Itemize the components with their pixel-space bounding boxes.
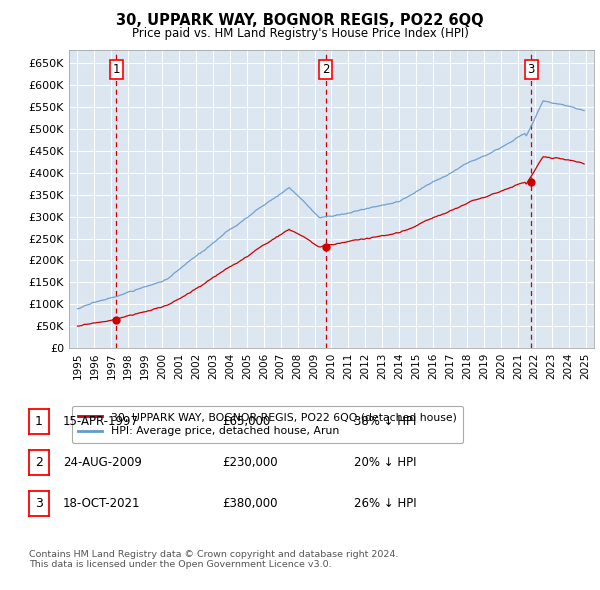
Text: 18-OCT-2021: 18-OCT-2021	[63, 497, 140, 510]
Text: £380,000: £380,000	[222, 497, 277, 510]
Text: 26% ↓ HPI: 26% ↓ HPI	[354, 497, 416, 510]
Text: Contains HM Land Registry data © Crown copyright and database right 2024.
This d: Contains HM Land Registry data © Crown c…	[29, 550, 398, 569]
Text: £230,000: £230,000	[222, 456, 278, 469]
Text: 3: 3	[527, 63, 535, 76]
Legend: 30, UPPARK WAY, BOGNOR REGIS, PO22 6QQ (detached house), HPI: Average price, det: 30, UPPARK WAY, BOGNOR REGIS, PO22 6QQ (…	[72, 406, 463, 443]
Text: 38% ↓ HPI: 38% ↓ HPI	[354, 415, 416, 428]
Text: £65,000: £65,000	[222, 415, 270, 428]
Text: 1: 1	[112, 63, 120, 76]
Text: 15-APR-1997: 15-APR-1997	[63, 415, 139, 428]
Text: 20% ↓ HPI: 20% ↓ HPI	[354, 456, 416, 469]
Text: Price paid vs. HM Land Registry's House Price Index (HPI): Price paid vs. HM Land Registry's House …	[131, 27, 469, 40]
Text: 1: 1	[35, 415, 43, 428]
Text: 3: 3	[35, 497, 43, 510]
Text: 2: 2	[322, 63, 329, 76]
Text: 30, UPPARK WAY, BOGNOR REGIS, PO22 6QQ: 30, UPPARK WAY, BOGNOR REGIS, PO22 6QQ	[116, 13, 484, 28]
Text: 2: 2	[35, 456, 43, 469]
Text: 24-AUG-2009: 24-AUG-2009	[63, 456, 142, 469]
